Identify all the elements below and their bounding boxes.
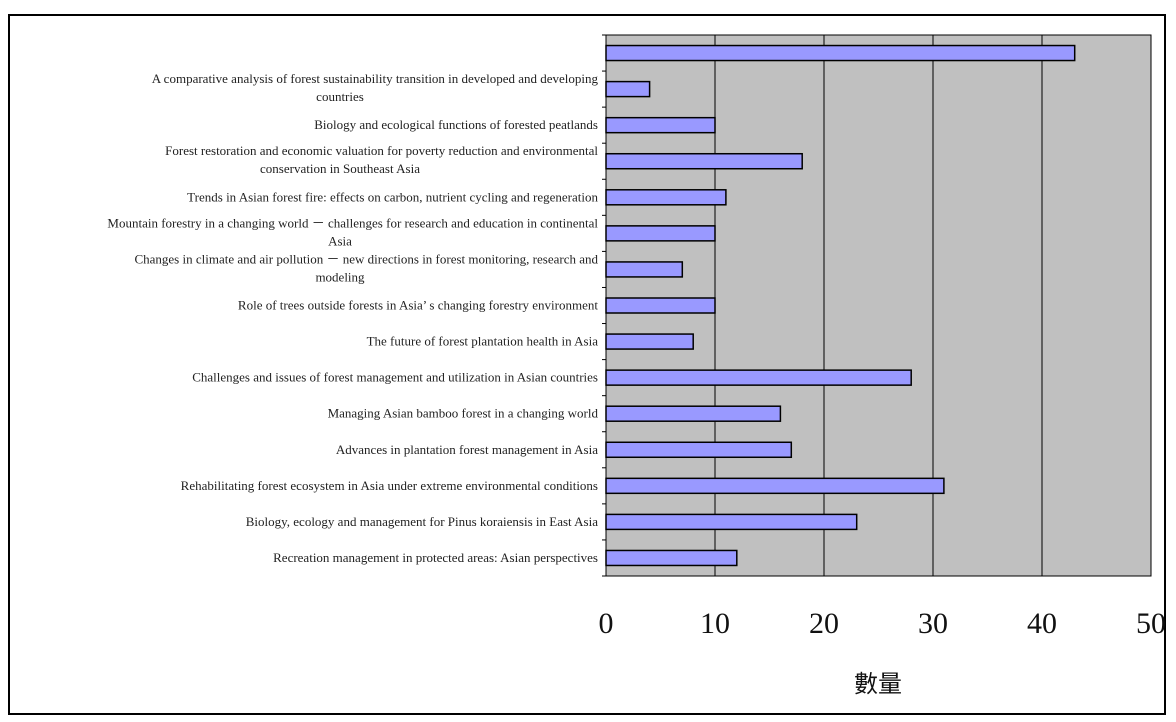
bars xyxy=(605,44,1076,567)
category-label-5-line2: Asia xyxy=(328,233,352,248)
bar-2 xyxy=(605,116,716,134)
category-label-13: Biology, ecology and management for Pinu… xyxy=(246,514,598,529)
bar-12 xyxy=(605,477,945,495)
bar-5 xyxy=(605,225,716,242)
bar-1 xyxy=(605,80,651,98)
bar-14 xyxy=(605,549,738,567)
bar-7 xyxy=(605,297,716,314)
category-label-4: Trends in Asian forest fire: effects on … xyxy=(187,189,598,204)
category-label-5: Mountain forestry in a changing world － … xyxy=(107,215,598,230)
category-label-3-line2: conservation in Southeast Asia xyxy=(260,161,420,176)
category-label-9: Challenges and issues of forest manageme… xyxy=(192,370,598,385)
x-tick-labels: 0 10 20 30 40 50 xyxy=(599,607,1167,640)
x-tick-label-50: 50 xyxy=(1136,607,1166,640)
category-label-12: Rehabilitating forest ecosystem in Asia … xyxy=(181,478,598,493)
category-label-3: Forest restoration and economic valuatio… xyxy=(165,143,598,158)
category-labels: A comparative analysis of forest sustain… xyxy=(107,71,598,565)
x-axis-title: 數量 xyxy=(854,670,902,698)
category-label-14: Recreation management in protected areas… xyxy=(273,550,598,565)
bar-4 xyxy=(605,189,727,206)
category-label-6-line2: modeling xyxy=(315,269,365,284)
x-tick-label-10: 10 xyxy=(700,607,730,640)
x-tick-label-20: 20 xyxy=(809,607,839,640)
category-label-8: The future of forest plantation health i… xyxy=(367,334,599,349)
x-tick-label-40: 40 xyxy=(1027,607,1057,640)
x-tick-label-30: 30 xyxy=(918,607,948,640)
category-label-6: Changes in climate and air pollution － n… xyxy=(134,251,598,266)
bar-6 xyxy=(605,261,684,278)
category-label-1-line2: countries xyxy=(316,89,364,104)
bar-8 xyxy=(605,333,694,350)
bar-13 xyxy=(605,513,858,531)
category-label-10: Managing Asian bamboo forest in a changi… xyxy=(328,406,599,421)
bar-0 xyxy=(605,44,1076,62)
bar-3 xyxy=(605,152,803,170)
category-label-1: A comparative analysis of forest sustain… xyxy=(152,71,599,86)
bar-9 xyxy=(605,369,912,386)
category-label-11: Advances in plantation forest management… xyxy=(336,442,598,457)
bar-10 xyxy=(605,405,782,422)
category-label-2: Biology and ecological functions of fore… xyxy=(314,117,598,132)
category-label-7: Role of trees outside forests in Asia’ s… xyxy=(238,298,598,313)
bar-11 xyxy=(605,441,793,459)
x-tick-label-0: 0 xyxy=(599,607,614,640)
